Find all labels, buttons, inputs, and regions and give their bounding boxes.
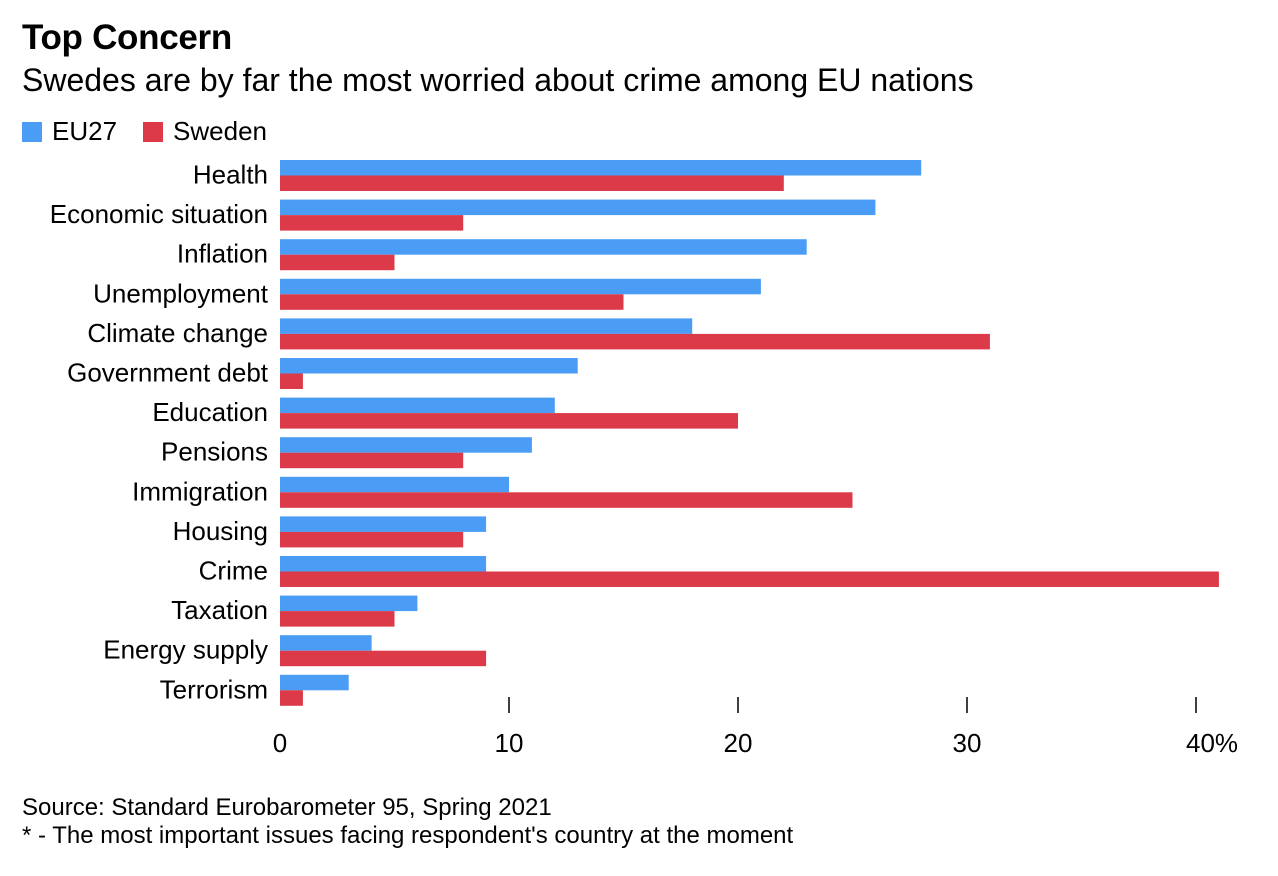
- legend: EU27 Sweden: [22, 116, 293, 147]
- source-note: Source: Standard Eurobarometer 95, Sprin…: [22, 794, 552, 821]
- bar-eu27-health: [280, 160, 922, 176]
- x-tick-label-10: 10: [495, 728, 524, 758]
- category-label-energy-supply: Energy supply: [103, 635, 268, 665]
- x-tick-label-30: 30: [953, 728, 982, 758]
- bar-sweden-unemployment: [280, 294, 624, 310]
- category-label-education: Education: [152, 397, 268, 427]
- category-label-housing: Housing: [173, 516, 268, 546]
- category-label-unemployment: Unemployment: [93, 278, 269, 308]
- category-label-pensions: Pensions: [161, 437, 268, 467]
- bar-sweden-taxation: [280, 611, 395, 627]
- x-tick-label-40: 40%: [1186, 728, 1238, 758]
- bar-sweden-economic-situation: [280, 215, 464, 231]
- x-tick-label-0: 0: [273, 728, 287, 758]
- bar-eu27-taxation: [280, 595, 418, 612]
- legend-item-eu27: EU27: [22, 116, 117, 147]
- category-label-health: Health: [193, 160, 268, 190]
- category-label-crime: Crime: [199, 556, 268, 586]
- bar-sweden-pensions: [280, 452, 464, 469]
- category-label-economic-situation: Economic situation: [50, 199, 268, 229]
- legend-item-sweden: Sweden: [143, 116, 267, 147]
- category-label-immigration: Immigration: [132, 476, 268, 506]
- bar-eu27-crime: [280, 556, 487, 572]
- x-tick-label-20: 20: [724, 728, 753, 758]
- category-label-terrorism: Terrorism: [160, 674, 268, 704]
- bar-sweden-energy-supply: [280, 650, 487, 667]
- bar-eu27-pensions: [280, 437, 532, 453]
- bar-eu27-climate-change: [280, 318, 693, 334]
- legend-label-sweden: Sweden: [173, 116, 268, 146]
- category-label-taxation: Taxation: [171, 595, 268, 625]
- bar-eu27-immigration: [280, 476, 509, 493]
- chart-title: Top Concern: [22, 18, 232, 57]
- bar-eu27-unemployment: [280, 278, 761, 295]
- bar-sweden-housing: [280, 531, 464, 548]
- bar-sweden-education: [280, 413, 738, 429]
- bar-sweden-immigration: [280, 492, 853, 508]
- bar-sweden-government-debt: [280, 373, 303, 389]
- bar-eu27-energy-supply: [280, 635, 372, 651]
- chart-subtitle: Swedes are by far the most worried about…: [22, 62, 974, 98]
- bar-eu27-government-debt: [280, 358, 578, 374]
- bar-sweden-crime: [280, 571, 1219, 587]
- legend-label-eu27: EU27: [52, 116, 118, 146]
- bar-sweden-inflation: [280, 254, 395, 271]
- bar-eu27-housing: [280, 516, 487, 532]
- bar-eu27-economic-situation: [280, 199, 876, 216]
- bar-eu27-education: [280, 397, 555, 414]
- bar-sweden-terrorism: [280, 690, 303, 706]
- legend-swatch-eu27: [22, 121, 42, 142]
- bar-eu27-terrorism: [280, 674, 349, 691]
- legend-swatch-sweden: [143, 121, 164, 142]
- category-label-climate-change: Climate change: [87, 318, 268, 348]
- bar-sweden-climate-change: [280, 333, 990, 350]
- bar-sweden-health: [280, 175, 784, 191]
- category-label-government-debt: Government debt: [67, 358, 269, 388]
- footnote: * - The most important issues facing res…: [22, 822, 794, 849]
- bar-eu27-inflation: [280, 239, 807, 255]
- category-label-inflation: Inflation: [177, 239, 268, 269]
